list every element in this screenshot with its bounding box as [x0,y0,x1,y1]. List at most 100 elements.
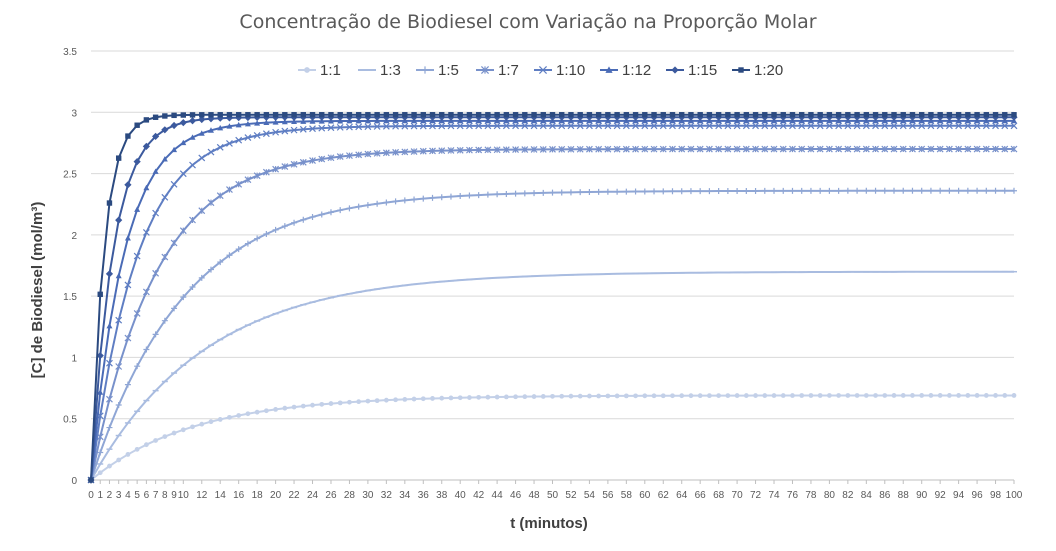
marker-shape [485,112,491,118]
data-point [863,112,870,118]
data-point [493,122,501,130]
marker-shape [669,122,676,130]
x-tick-label: 74 [768,490,780,501]
marker-shape [881,145,889,153]
marker-shape [567,145,575,153]
data-point [891,187,898,194]
marker-shape [124,381,131,388]
x-tick-label: 54 [584,490,596,501]
data-point [742,145,750,153]
marker-shape [771,112,777,118]
series-1-10 [87,122,1018,484]
series-line [90,148,1014,481]
data-point [198,130,205,136]
data-point [355,123,363,131]
data-point [679,112,685,118]
marker-shape [300,112,306,118]
marker-shape [798,187,805,194]
marker-shape [540,394,546,399]
marker-shape [263,119,270,126]
data-point [281,127,289,135]
marker-shape [309,112,316,118]
data-point [106,395,113,403]
marker-shape [549,189,556,196]
legend-item: 1:1 [298,62,341,79]
marker-shape [502,122,510,130]
marker-shape [447,193,454,200]
marker-shape [180,427,186,433]
data-point [844,187,851,194]
marker-shape [808,112,814,118]
marker-shape [161,317,168,324]
marker-shape [207,266,214,273]
marker-shape [365,112,371,118]
data-point [798,122,806,130]
data-point [540,394,546,399]
marker-shape [480,65,490,75]
x-tick-label: 9 [171,490,177,501]
marker-shape [982,145,990,153]
data-point [752,112,759,118]
marker-shape [383,112,390,118]
data-point [567,122,575,130]
marker-shape [188,117,197,125]
marker-shape [530,146,538,153]
marker-shape [421,66,429,74]
data-point [918,145,926,153]
data-point [475,122,483,130]
marker-shape [494,394,500,400]
series-1-5 [88,187,1017,483]
marker-shape [235,246,242,253]
marker-shape [918,187,925,194]
data-point [642,112,648,118]
data-point [245,411,251,417]
marker-shape [337,207,344,214]
marker-shape [263,408,269,414]
marker-shape [771,187,778,194]
marker-shape [199,112,205,118]
data-point [512,112,519,118]
marker-shape [411,196,418,203]
data-point [605,112,611,118]
marker-shape [863,112,870,118]
data-point [180,139,187,146]
marker-shape [605,66,613,73]
data-point [789,122,796,130]
marker-shape [678,188,685,195]
data-point [568,112,574,118]
marker-shape [688,393,694,399]
marker-shape [900,187,907,194]
data-point [97,470,103,476]
data-point [115,363,123,370]
data-point [817,187,824,194]
data-point [291,219,298,226]
data-point [402,396,408,402]
marker-shape [346,112,353,118]
data-point [254,235,261,242]
data-point [716,393,722,399]
data-point [531,190,538,197]
data-point [503,112,510,118]
legend-item: 1:10 [534,62,585,79]
marker-shape [273,407,278,412]
marker-shape [512,190,519,197]
marker-shape [245,112,251,118]
data-point [964,187,971,194]
marker-shape [845,112,851,118]
data-point [936,145,944,153]
marker-shape [872,122,879,130]
data-point [291,118,298,125]
data-point [549,145,556,153]
data-point [106,359,113,367]
data-point [937,112,943,118]
marker-shape [651,112,657,118]
marker-shape [558,122,566,130]
marker-shape [964,187,971,194]
marker-shape [559,393,565,399]
legend-item: 1:15 [666,62,717,79]
data-point [97,291,103,298]
marker-shape [715,188,722,195]
data-point [438,194,445,201]
data-point [587,393,592,399]
data-point [955,122,963,130]
